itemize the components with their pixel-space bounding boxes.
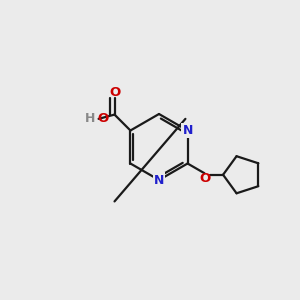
Text: O: O <box>97 112 108 125</box>
Text: O: O <box>200 172 211 185</box>
Text: N: N <box>182 124 193 137</box>
Text: O: O <box>109 86 120 99</box>
Text: H: H <box>85 112 95 125</box>
Text: N: N <box>154 173 164 187</box>
